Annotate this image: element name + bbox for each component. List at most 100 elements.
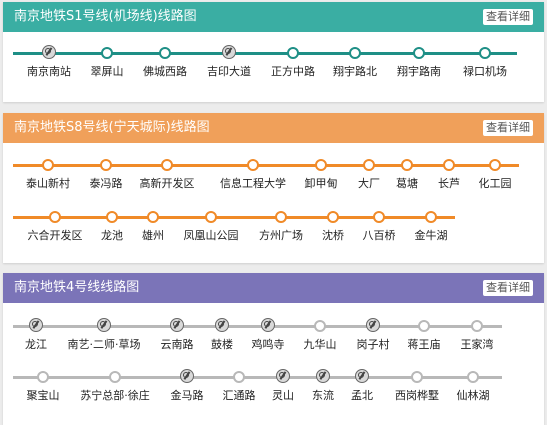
view-details-button[interactable]: 查看详细	[483, 120, 533, 136]
station-name: 雄州	[142, 229, 164, 242]
transfer-station-icon	[261, 318, 275, 332]
line-route-row: 泰山新村 泰冯路 高新开发区 信息工程大学 卸甲甸 大厂 葛塘 长芦 化工园	[3, 157, 544, 199]
transfer-station-icon	[97, 318, 111, 332]
station-dot-icon	[467, 371, 479, 383]
station-name: 佛城西路	[143, 65, 187, 78]
line-header: 南京地铁4号线线路图 查看详细	[3, 273, 544, 303]
station-name: 龙江	[25, 338, 47, 351]
station-name: 翔宇路南	[397, 65, 441, 78]
transfer-station-icon	[222, 45, 236, 59]
station-dot-icon	[489, 159, 501, 171]
station-dot-icon	[373, 211, 385, 223]
route-track	[13, 325, 502, 328]
station-dot-icon	[287, 47, 299, 59]
station-name: 孟北	[351, 389, 373, 402]
station-dot-icon	[101, 47, 113, 59]
station-name: 禄口机场	[463, 65, 507, 78]
transfer-station-icon	[42, 45, 56, 59]
line-card: 南京地铁4号线线路图 查看详细龙江 南艺·二师·草场 云南路 鼓楼 鸡鸣寺 九华山 岗子村 蒋王…	[3, 273, 544, 425]
station-name: 西岗桦墅	[395, 389, 439, 402]
station-name: 苏宁总部·徐庄	[80, 389, 150, 402]
station-dot-icon	[349, 47, 361, 59]
route-track	[13, 52, 517, 55]
station-name: 鸡鸣寺	[251, 338, 285, 351]
station-name: 大厂	[358, 177, 380, 190]
station-dot-icon	[314, 320, 326, 332]
station-name: 龙池	[101, 229, 123, 242]
route-track	[13, 216, 455, 219]
station-dot-icon	[401, 159, 413, 171]
station-dot-icon	[327, 211, 339, 223]
station-name: 卸甲甸	[304, 177, 338, 190]
station-name: 南艺·二师·草场	[67, 338, 141, 351]
station-dot-icon	[425, 211, 437, 223]
transfer-station-icon	[316, 369, 330, 383]
station-dot-icon	[161, 159, 173, 171]
station-dot-icon	[479, 47, 491, 59]
station-name: 吉印大道	[207, 65, 251, 78]
station-dot-icon	[109, 371, 121, 383]
station-name: 岗子村	[356, 338, 390, 351]
station-dot-icon	[247, 159, 259, 171]
station-name: 灵山	[272, 389, 294, 402]
station-name: 信息工程大学	[220, 177, 286, 190]
station-dot-icon	[363, 159, 375, 171]
station-name: 翔宇路北	[333, 65, 377, 78]
station-name: 泰冯路	[89, 177, 123, 190]
transfer-station-icon	[180, 369, 194, 383]
station-name: 鼓楼	[211, 338, 233, 351]
station-name: 汇通路	[222, 389, 256, 402]
station-dot-icon	[147, 211, 159, 223]
transfer-station-icon	[215, 318, 229, 332]
station-dot-icon	[37, 371, 49, 383]
line-header: 南京地铁S1号线(机场线)线路图 查看详细	[3, 2, 544, 32]
transfer-station-icon	[276, 369, 290, 383]
station-name: 聚宝山	[26, 389, 60, 402]
station-dot-icon	[411, 371, 423, 383]
line-card: 南京地铁S8号线(宁天城际)线路图 查看详细泰山新村 泰冯路 高新开发区 信息工程大学 卸…	[3, 113, 544, 263]
station-name: 化工园	[478, 177, 512, 190]
line-title: 南京地铁S8号线(宁天城际)线路图	[14, 120, 210, 135]
line-route-row: 南京南站 翠屏山 佛城西路 吉印大道 正方中路 翔宇路北 翔宇路南 禄口机场	[3, 45, 544, 87]
station-name: 沈桥	[322, 229, 344, 242]
station-name: 高新开发区	[139, 177, 195, 190]
station-dot-icon	[100, 159, 112, 171]
station-name: 九华山	[303, 338, 337, 351]
station-dot-icon	[42, 159, 54, 171]
station-dot-icon	[106, 211, 118, 223]
station-name: 南京南站	[27, 65, 71, 78]
station-name: 泰山新村	[26, 177, 70, 190]
route-track	[13, 376, 502, 379]
station-dot-icon	[413, 47, 425, 59]
line-route-row: 六合开发区 龙池 雄州 凤凰山公园 方州广场 沈桥 八百桥 金牛湖	[3, 209, 544, 251]
route-track	[13, 164, 519, 167]
line-route-row: 聚宝山 苏宁总部·徐庄 金马路 汇通路 灵山 东流 孟北 西岗桦墅 仙林湖	[3, 369, 544, 411]
station-dot-icon	[233, 371, 245, 383]
station-name: 长芦	[438, 177, 460, 190]
line-title: 南京地铁4号线线路图	[14, 280, 140, 295]
station-name: 云南路	[160, 338, 194, 351]
line-title: 南京地铁S1号线(机场线)线路图	[14, 9, 197, 24]
line-header: 南京地铁S8号线(宁天城际)线路图 查看详细	[3, 113, 544, 143]
station-name: 方州广场	[259, 229, 303, 242]
transfer-station-icon	[355, 369, 369, 383]
station-name: 葛塘	[396, 177, 418, 190]
line-card: 南京地铁S1号线(机场线)线路图 查看详细南京南站 翠屏山 佛城西路 吉印大道 正方中路 翔…	[3, 2, 544, 102]
station-dot-icon	[315, 159, 327, 171]
station-name: 金马路	[170, 389, 204, 402]
view-details-button[interactable]: 查看详细	[483, 280, 533, 296]
station-name: 金牛湖	[414, 229, 448, 242]
station-name: 蒋王庙	[407, 338, 441, 351]
station-dot-icon	[443, 159, 455, 171]
station-name: 六合开发区	[27, 229, 83, 242]
station-dot-icon	[275, 211, 287, 223]
station-name: 翠屏山	[90, 65, 124, 78]
station-name: 东流	[312, 389, 334, 402]
station-name: 八百桥	[362, 229, 396, 242]
transfer-station-icon	[29, 318, 43, 332]
station-dot-icon	[205, 211, 217, 223]
view-details-button[interactable]: 查看详细	[483, 9, 533, 25]
station-name: 仙林湖	[456, 389, 490, 402]
station-name: 正方中路	[271, 65, 315, 78]
station-name: 凤凰山公园	[183, 229, 239, 242]
